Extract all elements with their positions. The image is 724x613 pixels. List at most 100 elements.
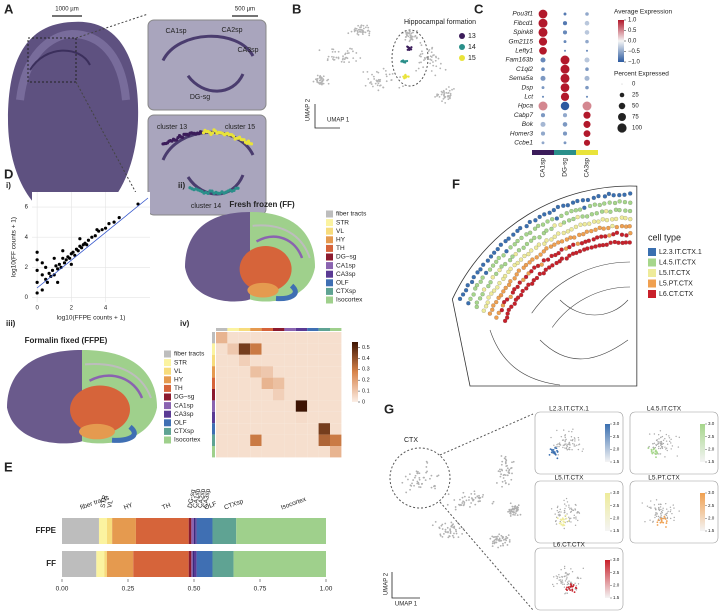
umap-point [573, 517, 575, 519]
cell-spot [528, 230, 533, 235]
umap-point [350, 48, 353, 50]
umap-point [504, 462, 507, 465]
umap-point [409, 34, 412, 37]
umap-point [661, 447, 664, 450]
umap-point [492, 536, 495, 539]
umap-point [653, 433, 656, 435]
cell-spot [463, 288, 469, 293]
umap-point [501, 536, 504, 539]
heat-cell [216, 354, 228, 367]
umap-point [398, 86, 401, 89]
umap-point [644, 520, 646, 523]
x-axis-label: UMAP 1 [327, 118, 350, 124]
dot [585, 39, 589, 44]
umap-point [478, 494, 480, 497]
atlas-region [70, 385, 130, 434]
heat-cell [273, 377, 285, 389]
cell-spot [535, 263, 541, 269]
umap-point [505, 539, 508, 542]
heat-cell [238, 354, 251, 367]
umap-point [432, 64, 435, 67]
dot [560, 73, 570, 83]
umap-point [657, 519, 660, 522]
umap-point [470, 502, 473, 504]
umap-point [559, 444, 562, 446]
umap-point [510, 467, 513, 469]
umap-point [664, 513, 666, 516]
heat-cell [261, 343, 273, 355]
segment-label: DG-sg [187, 489, 197, 509]
heat-cell [295, 343, 308, 355]
umap-point [565, 447, 568, 449]
umap-point [512, 513, 515, 516]
heat-cell [227, 446, 239, 458]
cell-spot [614, 224, 619, 230]
heat-cell [227, 354, 239, 367]
bar-segment [135, 518, 189, 544]
cell-spot [469, 279, 475, 285]
umap-point [569, 583, 572, 585]
umap-point [572, 442, 574, 445]
heat-cell [330, 366, 342, 378]
heat-cell [216, 423, 228, 435]
umap-point [568, 506, 570, 508]
legend-swatch [326, 262, 333, 270]
colorbar-tick-label: 2.5 [613, 503, 620, 508]
cell-spot [532, 265, 537, 270]
umap-point [493, 541, 496, 544]
umap-point [382, 67, 385, 70]
cell-spot [503, 261, 508, 267]
umap-point [665, 520, 668, 522]
cell-spot [496, 295, 501, 300]
umap-point [577, 577, 580, 580]
umap-point [318, 49, 321, 52]
cell-spot [521, 277, 526, 282]
heat-cell [330, 354, 342, 367]
umap-point [405, 59, 409, 63]
heat-cell [295, 354, 308, 367]
segment-label: Isocortex [280, 496, 308, 512]
cell-spot [491, 303, 496, 308]
cell-spot [521, 245, 526, 250]
umap-point [473, 493, 476, 495]
umap-point [649, 519, 651, 521]
umap-point [439, 534, 442, 537]
umap-point [641, 502, 643, 504]
umap-point [346, 52, 349, 55]
umap-point [459, 498, 461, 501]
legend-label: L4.5.IT.CTX [659, 259, 696, 266]
cell-spot [582, 222, 587, 227]
umap-point [385, 80, 388, 83]
cell-spot [561, 203, 566, 208]
colorbar-tick-label: 2.5 [613, 434, 620, 439]
umap-point [669, 510, 672, 513]
cell-spot [510, 254, 515, 259]
umap-point [658, 508, 660, 511]
umap-point [557, 511, 560, 514]
cluster-spot [236, 186, 240, 190]
region-label: CA1sp [165, 28, 186, 35]
umap-point [572, 509, 575, 512]
umap-point [416, 36, 418, 39]
umap-point [573, 514, 576, 517]
cell-spot [561, 220, 567, 225]
cell-spot [613, 207, 619, 212]
umap-point [405, 31, 407, 34]
umap-point [429, 55, 432, 58]
legend-swatch [326, 227, 333, 235]
cell-spot [473, 286, 478, 291]
segment-label: CTXsp [223, 498, 244, 512]
cell-spot [556, 251, 561, 256]
legend-swatch [459, 33, 465, 39]
mini-panel [629, 480, 719, 544]
cluster-spot [232, 188, 236, 192]
dot [583, 111, 591, 119]
heat-cell [261, 400, 273, 412]
heat-cell [284, 377, 296, 389]
umap-point [441, 528, 444, 530]
umap-point [566, 581, 569, 583]
row-strip [212, 434, 215, 446]
cell-spot [490, 275, 495, 280]
dot [562, 131, 568, 136]
umap-point [559, 508, 561, 511]
